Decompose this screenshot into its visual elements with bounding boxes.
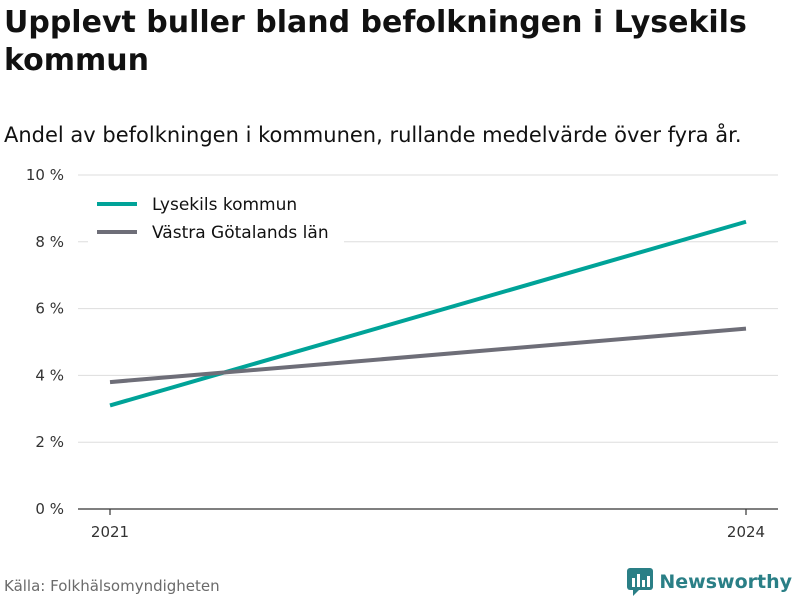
y-axis-ticks: 0 % 2 % 4 % 6 % 8 % 10 % — [26, 166, 64, 518]
y-tick-label: 8 % — [35, 233, 64, 251]
series-lines — [109, 219, 747, 408]
chart-title: Upplevt buller bland befolkningen i Lyse… — [4, 5, 747, 78]
chart-subtitle: Andel av befolkningen i kommunen, rullan… — [4, 123, 742, 147]
x-tick-label: 2021 — [91, 523, 129, 541]
brand-logo: Newsworthy — [627, 568, 792, 596]
newsworthy-logo-icon — [627, 568, 654, 596]
y-tick-label: 6 % — [35, 300, 64, 318]
legend-background — [88, 188, 344, 246]
series-line — [109, 326, 747, 385]
y-tick-label: 2 % — [35, 433, 64, 451]
brand-name: Newsworthy — [659, 571, 792, 593]
y-tick-label: 0 % — [35, 500, 64, 518]
x-axis: 2021 2024 — [78, 508, 778, 541]
line-chart: 0 % 2 % 4 % 6 % 8 % 10 % 2021 2024 Lysekils ko… — [26, 166, 778, 541]
legend-label: Västra Götalands län — [152, 223, 329, 243]
y-tick-label: 10 % — [26, 166, 64, 184]
y-tick-label: 4 % — [35, 366, 64, 384]
series-line — [109, 219, 747, 408]
source-note: Källa: Folkhälsomyndigheten — [4, 577, 220, 595]
legend-label: Lysekils kommun — [152, 195, 297, 215]
legend: Lysekils kommun Västra Götalands län — [88, 188, 344, 246]
x-tick-label: 2024 — [727, 523, 765, 541]
